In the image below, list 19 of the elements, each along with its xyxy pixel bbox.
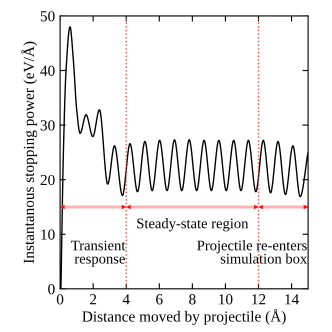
y-tick-label: 50: [40, 11, 55, 22]
x-tick-label: 0: [56, 294, 64, 304]
x-tick-label: 8: [189, 294, 196, 304]
x-tick-label: 6: [156, 294, 163, 304]
x-tick-label: 4: [122, 294, 130, 304]
y-tick-label: 0: [48, 284, 55, 294]
y-tick-label: 40: [40, 66, 55, 76]
y-tick-label: 30: [40, 120, 55, 131]
annotation: Transient response: [71, 240, 126, 267]
x-tick-label: 12: [252, 294, 266, 304]
y-tick-label: 20: [40, 174, 55, 186]
y-tick-label: 10: [41, 229, 55, 240]
y-axis-title: Instantanous stopping power (eV/Å): [21, 42, 38, 264]
x-tick-label: 14: [285, 294, 299, 304]
x-axis-title: Distance moved by projectile (Å): [82, 308, 286, 325]
annotation: Steady-state region: [137, 218, 248, 232]
annotation: Projectile re-enters simulation box: [197, 240, 308, 264]
x-tick-label: 10: [219, 294, 232, 304]
x-tick-label: 2: [90, 294, 96, 304]
